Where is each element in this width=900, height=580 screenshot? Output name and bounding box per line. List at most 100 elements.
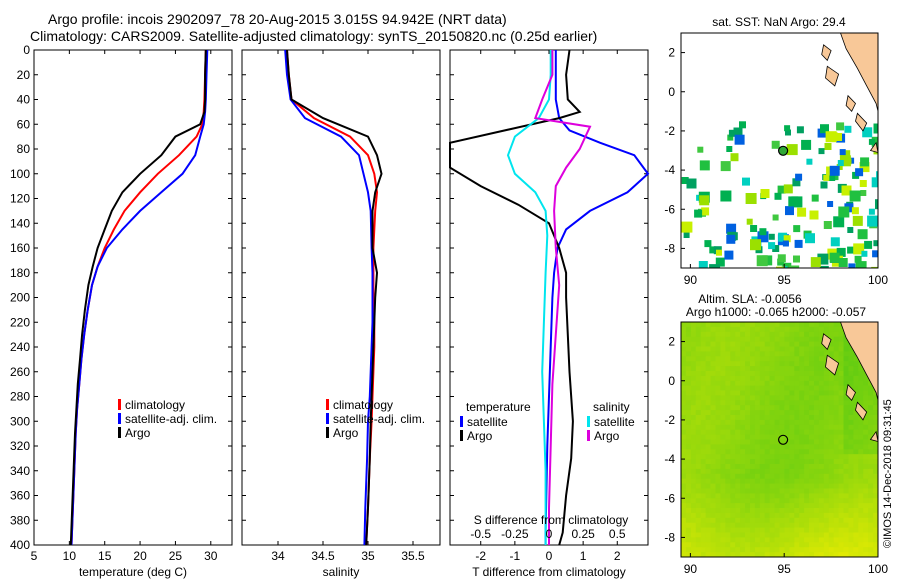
difference-panel: -2 -1 0 1 2 T difference from climatology S di… [449, 49, 650, 579]
salinity-x-tick-label: 34 [271, 549, 285, 563]
sla_map-y-tick-label: -2 [664, 413, 675, 427]
salinity-legend-label: climatology [333, 398, 393, 412]
sst_map-y-tick-label: 0 [668, 85, 675, 99]
sla_map-y-tick-label: -4 [664, 452, 675, 466]
depth-tick-label: 200 [10, 291, 30, 305]
temperature-legend-label: Argo [125, 426, 151, 440]
temperature-xlabel: temperature (deg C) [79, 565, 187, 579]
depth-tick-label: 360 [10, 489, 30, 503]
difference-legend-swatch [460, 430, 463, 441]
salinity-legend-swatch [326, 399, 329, 410]
depth-tick-label: 280 [10, 390, 30, 404]
sla-map-subtitle: Argo h1000: -0.065 h2000: -0.057 [686, 305, 866, 319]
difference-legend-swatch [587, 416, 590, 427]
sla_map-y-tick-label: -6 [664, 491, 675, 505]
depth-tick-label: 400 [10, 538, 30, 552]
depth-tick-label: 160 [10, 241, 30, 255]
difference-s-tick-label: -0.25 [501, 527, 529, 541]
difference-frame [449, 49, 649, 546]
sst-map-panel: sat. SST: NaN Argo: 29.4 90 95 100 2 0 -2 -4 -6 -… [664, 15, 888, 287]
sla_map-island [821, 333, 832, 351]
depth-tick-label: 220 [10, 315, 30, 329]
depth-tick-label: 300 [10, 414, 30, 428]
difference-x-tick-label: 2 [614, 549, 621, 563]
sst_map-island [821, 44, 832, 62]
sla_map-island [855, 401, 868, 421]
difference-x-tick-label: 1 [580, 549, 587, 563]
sst_map-island [845, 94, 856, 112]
sla_map-x-tick-label: 100 [868, 562, 888, 576]
salinity-legend-swatch [326, 413, 329, 424]
imos-credit: ©IMOS 14-Dec-2018 09:31:45 [882, 399, 894, 548]
salinity-legend-label: Argo [333, 426, 359, 440]
temperature-x-tick-label: 15 [98, 549, 112, 563]
title-line-1: Argo profile: incois 2902097_78 20-Aug-2… [48, 11, 507, 27]
temperature-legend-swatch [118, 399, 121, 410]
salinity-x-tick-label: 35.5 [401, 549, 425, 563]
depth-tick-label: 40 [17, 93, 31, 107]
sst_map-land-sumatra [840, 33, 878, 112]
depth-tick-label: 180 [10, 266, 30, 280]
sla_map-island [825, 354, 840, 376]
salinity-legend-label: satellite-adj. clim. [333, 412, 425, 426]
temperature-x-tick-label: 25 [169, 549, 183, 563]
depth-tick-label: 120 [10, 192, 30, 206]
difference-legend-label: Argo [467, 429, 493, 443]
depth-tick-label: 240 [10, 340, 30, 354]
difference-legend-salinity-heading: salinity [593, 400, 630, 414]
difference-s-tick-label: 0.5 [609, 527, 626, 541]
temperature-x-tick-label: 5 [31, 549, 38, 563]
depth-tick-label: 320 [10, 439, 30, 453]
sst_map-x-tick-label: 100 [868, 273, 888, 287]
difference-legend-swatch [460, 416, 463, 427]
title-line-2: Climatology: CARS2009. Satellite-adjuste… [30, 28, 598, 44]
salinity-series-argo [286, 49, 383, 546]
depth-tick-label: 0 [23, 43, 30, 57]
sla_map-content [681, 322, 878, 557]
sla_map-x-tick-label: 95 [778, 562, 792, 576]
salinity-panel: 34 34.5 35 35.5 salinity climatologysatellite… [241, 49, 441, 579]
difference-x-tick-label: -2 [475, 549, 486, 563]
sst-map-title: sat. SST: NaN Argo: 29.4 [712, 15, 846, 29]
sla_map-frame [680, 321, 879, 558]
sst_map-island [869, 141, 878, 153]
depth-tick-label: 260 [10, 365, 30, 379]
salinity-series-satellite-adj-clim- [284, 49, 374, 546]
sla_map-island [845, 383, 856, 401]
sla_map-y-tick-label: 2 [668, 335, 675, 349]
difference-series-salinity-satellite [506, 50, 552, 545]
sla_map-y-tick-label: -8 [664, 530, 675, 544]
temperature-legend-swatch [118, 413, 121, 424]
depth-tick-label: 380 [10, 513, 30, 527]
sst_map-island [825, 65, 840, 87]
sst_map-y-tick-label: -8 [664, 241, 675, 255]
sst_map-y-tick-label: -2 [664, 124, 675, 138]
temperature-panel: 0 20 40 60 80 100 120 140 160 180 200 220 240 260 280 3… [10, 43, 233, 579]
temperature-x-tick-label: 20 [133, 549, 147, 563]
difference-series-temperature-argo [449, 49, 582, 546]
temperature-legend-label: climatology [125, 398, 185, 412]
difference-s-tick-label: -0.5 [470, 527, 491, 541]
sst_map-y-tick-label: 2 [668, 46, 675, 60]
difference-legend-label: satellite [467, 415, 508, 429]
difference-legend-temperature-heading: temperature [466, 400, 531, 414]
depth-tick-label: 140 [10, 216, 30, 230]
depth-tick-label: 60 [17, 117, 31, 131]
sst_map-island [855, 112, 868, 132]
temperature-x-tick-label: 10 [63, 549, 77, 563]
salinity-xlabel: salinity [323, 565, 360, 579]
sst_map-argo-marker [778, 145, 789, 156]
depth-tick-label: 100 [10, 167, 30, 181]
temperature-series-argo [69, 49, 207, 546]
sst_map-content [681, 33, 878, 268]
salinity-x-tick-label: 34.5 [311, 549, 335, 563]
difference-xlabel: T difference from climatology [472, 565, 626, 579]
salinity-legend-swatch [326, 427, 329, 438]
sst_map-x-tick-label: 90 [684, 273, 698, 287]
difference-top-xlabel: S difference from climatology [474, 513, 629, 527]
temperature-legend-swatch [118, 427, 121, 438]
sst_map-frame [680, 32, 879, 269]
difference-s-tick-label: 0.25 [571, 527, 595, 541]
